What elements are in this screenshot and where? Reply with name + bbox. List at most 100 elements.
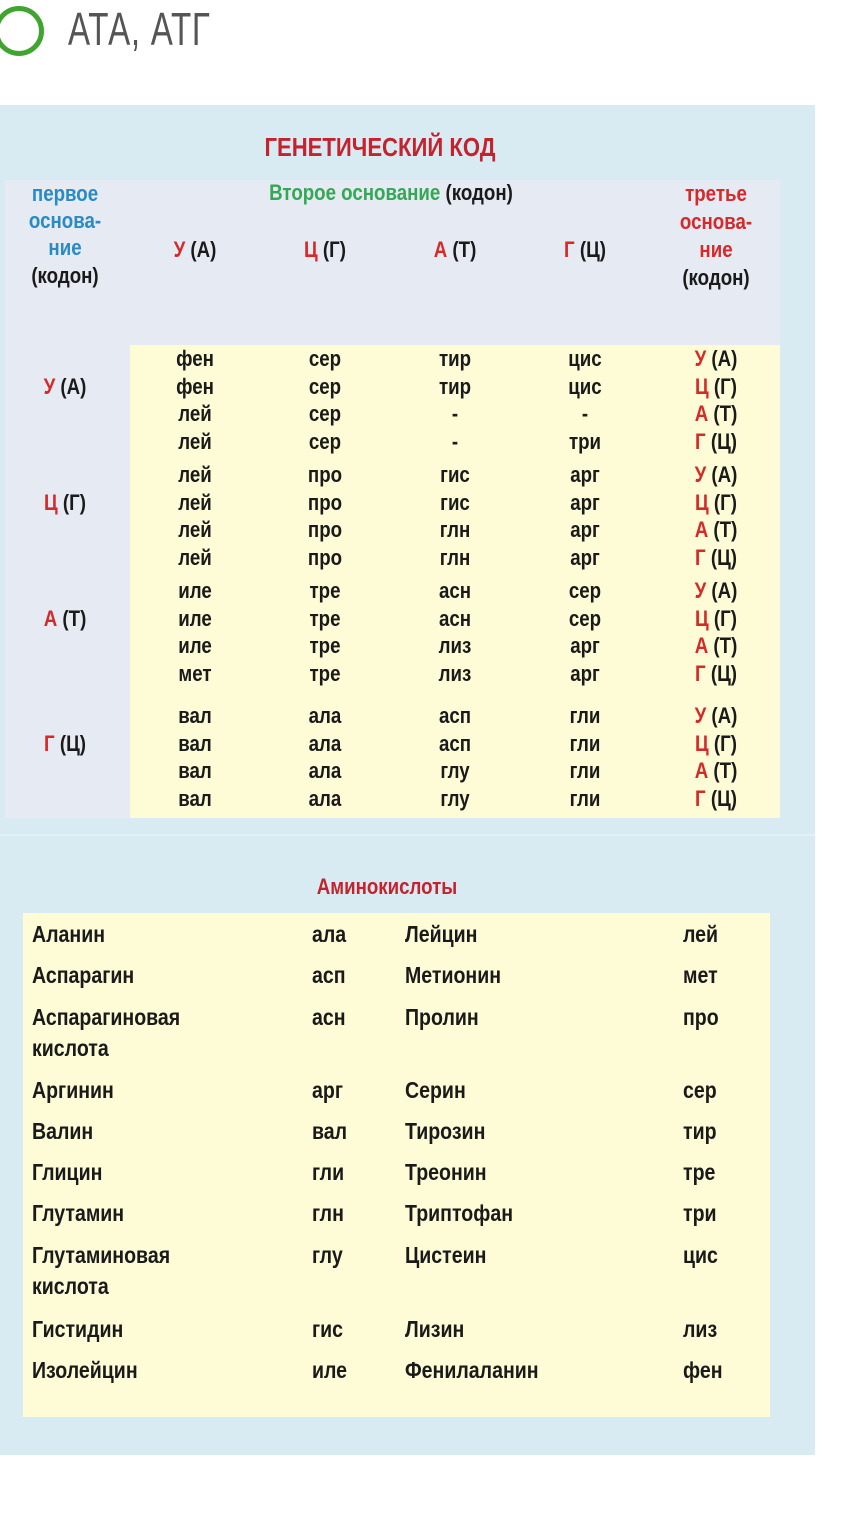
first-base-label: Ц (Г) [44,490,86,516]
codon-cell: тре [309,661,341,686]
base-complement: (А) [706,578,738,603]
base-letter: Г [695,545,706,570]
codon-cell: фен [176,346,214,371]
third-base-label: А (Т) [695,401,738,427]
third-base-label: А (Т) [695,517,738,543]
amino-acid-abbr: тир [683,1118,717,1144]
codon-cell: арг [570,517,600,542]
amino-acid-name: Треонин [405,1159,487,1185]
third-base-label: У (А) [695,703,738,729]
third-header-line: ние [699,237,733,262]
codon-cell: фен [176,374,214,399]
amino-acid-name: Аланин [32,921,106,947]
codon-cell: сер [308,346,342,371]
amino-acid-abbr: фен [683,1357,723,1383]
amino-acid-abbr: асп [312,962,346,988]
codon-cell: сер [308,374,342,399]
amino-acid-name: Цистеин [405,1242,487,1268]
codon-cell: про [307,545,343,570]
codon-cell: тре [309,606,341,631]
base-letter: А [433,237,448,262]
answer-option-label[interactable]: АТА, АТГ [68,3,211,55]
base-letter: У [173,237,186,262]
base-letter: Г [695,429,706,454]
base-complement: (Ц) [705,429,737,454]
base-complement: (Т) [447,237,477,262]
third-header-line: (кодон) [682,265,750,290]
base-complement: (А) [55,374,87,399]
codon-cell: лей [178,462,212,487]
first-base-label: У (А) [44,374,87,400]
amino-acid-abbr: асн [312,1004,346,1030]
codon-cell: лиз [438,661,472,686]
third-base-label: Г (Ц) [695,786,737,812]
amino-acid-name: Изолейцин [32,1357,138,1383]
codon-cell: тир [438,374,472,399]
third-base-label: У (А) [695,462,738,488]
codon-cell: ала [308,703,342,728]
codon-cell: тре [309,578,341,603]
first-header-line: ние [48,235,82,260]
codon-cell: асн [438,578,472,603]
divider [0,834,815,836]
codon-cell: лей [178,545,212,570]
second-header-colored: Второе основание [269,180,441,205]
amino-acid-abbr: сер [683,1077,717,1103]
codon-cell: - [451,429,459,454]
base-complement: (Т) [708,758,738,783]
base-letter: А [694,758,709,783]
amino-acid-name: Гистидин [32,1316,124,1342]
codon-cell: лей [178,429,212,454]
amino-acid-name: Валин [32,1118,94,1144]
codon-cell: лей [178,517,212,542]
first-header-line: (кодон) [31,263,99,288]
codon-cell: асн [438,606,472,631]
header-panel [5,180,780,345]
base-letter: А [694,633,709,658]
second-base-column-header: А (Т) [434,237,477,263]
third-base-label: Ц (Г) [695,731,737,757]
codon-cell: ала [308,731,342,756]
codon-cell: арг [570,661,600,686]
amino-acid-abbr: иле [312,1357,348,1383]
amino-acid-name-cont: кислота [32,1035,109,1061]
base-letter: Г [695,786,706,811]
codon-cell: иле [178,578,212,603]
amino-acid-name: Аспарагиновая [32,1004,181,1030]
amino-acid-name: Тирозин [405,1118,486,1144]
base-letter: Ц [304,237,318,262]
amino-acid-name: Аспарагин [32,962,135,988]
base-complement: (Г) [708,374,737,399]
second-base-column-header: Г (Ц) [564,237,606,263]
third-base-label: Ц (Г) [695,606,737,632]
amino-acids-title: Аминокислоты [316,874,458,899]
base-letter: Ц [695,731,709,756]
amino-acid-abbr: три [683,1200,717,1226]
third-base-label: Г (Ц) [695,661,737,687]
base-letter: Г [564,237,575,262]
base-letter: А [694,401,709,426]
third-base-label: А (Т) [695,633,738,659]
codon-cell: цис [568,374,602,399]
third-base-label: Г (Ц) [695,545,737,571]
codon-cell: мет [178,661,212,686]
third-header-line: основа- [679,209,753,234]
codon-cell: вал [178,731,212,756]
amino-acid-name: Метионин [405,962,502,988]
codon-cell: лиз [438,633,472,658]
third-base-label: А (Т) [695,758,738,784]
third-base-label: Ц (Г) [695,490,737,516]
amino-acid-name-cont: кислота [32,1273,109,1299]
base-letter: Ц [695,606,709,631]
codon-cell: сер [308,429,342,454]
base-complement: (Ц) [705,545,737,570]
codon-cell: арг [570,490,600,515]
codon-cell: - [581,401,589,426]
codon-cell: гис [440,462,470,487]
amino-acid-abbr: вал [312,1118,348,1144]
codon-cell: иле [178,606,212,631]
radio-button[interactable] [0,6,44,56]
base-letter: У [694,703,707,728]
amino-acid-name: Триптофан [405,1200,514,1226]
base-complement: (А) [706,346,738,371]
